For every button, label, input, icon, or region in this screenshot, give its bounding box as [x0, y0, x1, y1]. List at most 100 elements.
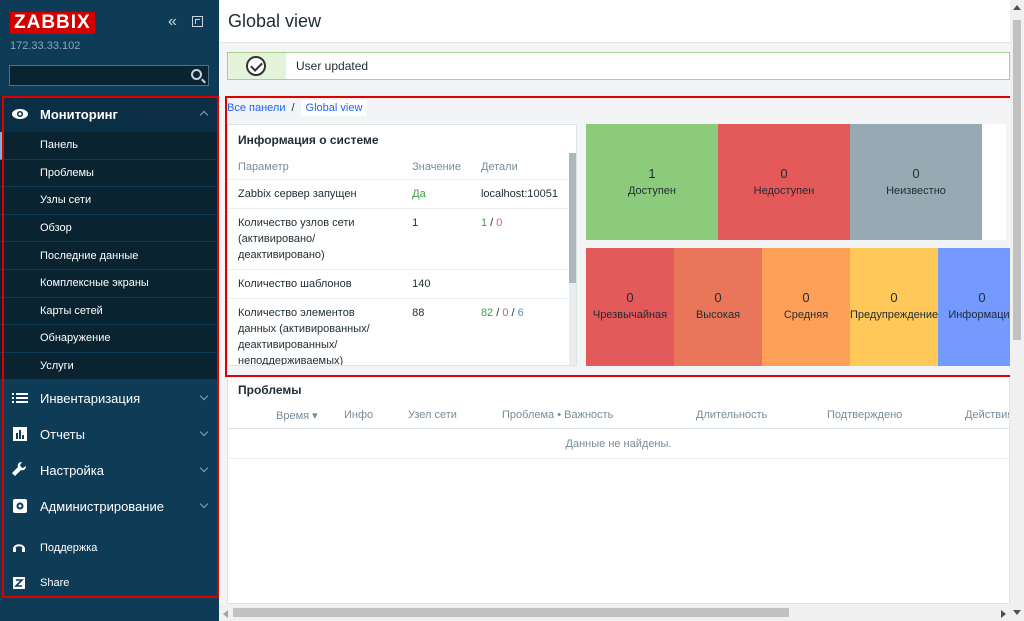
- scroll-left-icon[interactable]: [223, 610, 228, 618]
- host-status-label: Доступен: [627, 185, 676, 197]
- scroll-right-icon[interactable]: [1001, 610, 1006, 618]
- menu-item-share[interactable]: Share: [0, 565, 219, 600]
- severity-high-tile[interactable]: 0 Высокая: [674, 248, 762, 366]
- message-text: User updated: [286, 53, 1009, 79]
- severity-count: 0: [714, 290, 722, 305]
- table-row: Количество шаблонов 140: [228, 269, 568, 299]
- page-title: Global view: [228, 11, 322, 31]
- host-unknown-tile[interactable]: 0 Неизвестно: [850, 124, 982, 240]
- details-cell: 82 / 0 / 6: [470, 298, 568, 365]
- vertical-scrollbar[interactable]: [1010, 0, 1024, 621]
- column-host[interactable]: Узел сети: [408, 409, 457, 421]
- check-circle-icon: [246, 56, 266, 76]
- menu-section-label: Настройка: [40, 462, 104, 478]
- scroll-up-icon[interactable]: [1013, 5, 1021, 10]
- severity-disaster-tile[interactable]: 0 Чрезвычайная: [586, 248, 674, 366]
- sidebar: ZABBIX « 172.33.33.102 Мониторинг Панель…: [0, 0, 219, 621]
- share-icon: [12, 576, 26, 590]
- support-label: Поддержка: [40, 541, 98, 554]
- share-label: Share: [40, 576, 70, 589]
- zabbix-logo[interactable]: ZABBIX: [10, 12, 95, 34]
- menu-section-label: Инвентаризация: [40, 390, 141, 406]
- severity-average-tile[interactable]: 0 Средняя: [762, 248, 850, 366]
- wrench-icon: [10, 462, 30, 478]
- host-available-tile[interactable]: 1 Доступен: [586, 124, 718, 240]
- severity-label: Высокая: [695, 309, 741, 321]
- column-ack: Подтверждено: [827, 409, 903, 421]
- scrollbar-thumb[interactable]: [233, 608, 789, 617]
- severity-warning-tile[interactable]: 0 Предупреждение: [850, 248, 938, 366]
- eye-icon: [10, 106, 30, 122]
- table-row: Количество узлов сети (активировано/деак…: [228, 208, 568, 270]
- scrollbar-thumb[interactable]: [1013, 20, 1021, 340]
- details-cell: 1 / 0: [470, 208, 568, 270]
- unsupported-count: 6: [517, 307, 524, 319]
- menu-section-reports[interactable]: Отчеты: [0, 416, 219, 452]
- menu-item-screens[interactable]: Комплексные экраны: [0, 270, 219, 298]
- column-actions: Действия: [965, 409, 1010, 421]
- search-icon[interactable]: [191, 69, 202, 80]
- menu-section-inventory[interactable]: Инвентаризация: [0, 380, 219, 416]
- param-cell: Количество элементов данных (активирован…: [228, 298, 403, 365]
- headset-icon: [12, 541, 26, 555]
- menu-item-problems[interactable]: Проблемы: [0, 160, 219, 188]
- scroll-down-icon[interactable]: [1013, 610, 1021, 615]
- column-time[interactable]: Время ▾: [276, 410, 318, 422]
- menu-item-discovery[interactable]: Обнаружение: [0, 325, 219, 353]
- breadcrumb: Все панели / Global view: [227, 100, 368, 116]
- server-ip: 172.33.33.102: [10, 40, 81, 52]
- problems-widget: Проблемы Время ▾ Инфо Узел сети Проблема…: [227, 376, 1010, 604]
- main-content: Global view User updated Все панели / Gl…: [219, 0, 1010, 621]
- disabled-count: 0: [502, 307, 509, 319]
- search-box: [9, 65, 209, 86]
- problems-table-header: Время ▾ Инфо Узел сети Проблема • Важнос…: [228, 403, 1009, 429]
- severity-count: 0: [978, 290, 986, 305]
- search-input[interactable]: [10, 66, 186, 85]
- bar-chart-icon: [10, 426, 30, 442]
- menu-item-services[interactable]: Услуги: [0, 353, 219, 381]
- chevron-up-icon: [199, 110, 209, 120]
- host-status-label: Неизвестно: [886, 185, 946, 197]
- table-row: Zabbix сервер запущен Да localhost:10051: [228, 179, 568, 209]
- menu-section-administration[interactable]: Администрирование: [0, 488, 219, 524]
- host-availability-widget: 1 Доступен 0 Недоступен 0 Неизвестно: [586, 124, 1006, 240]
- host-count: 1: [648, 166, 656, 181]
- enabled-count: 1: [480, 217, 488, 229]
- breadcrumb-separator: /: [291, 102, 295, 114]
- menu-item-overview[interactable]: Обзор: [0, 215, 219, 243]
- column-header: Параметр: [238, 161, 289, 173]
- severity-label: Предупреждение: [850, 309, 938, 321]
- table-row: Количество элементов данных (активирован…: [228, 298, 568, 365]
- horizontal-scrollbar[interactable]: [219, 605, 1010, 621]
- column-header: Значение: [412, 161, 461, 173]
- no-data-message: Данные не найдены.: [228, 429, 1009, 459]
- disabled-count: 0: [496, 217, 503, 229]
- menu-section-monitoring[interactable]: Мониторинг: [0, 96, 219, 132]
- scrollbar-thumb[interactable]: [569, 153, 576, 283]
- param-cell: Количество узлов сети (активировано/деак…: [228, 208, 403, 270]
- menu-item-maps[interactable]: Карты сетей: [0, 298, 219, 326]
- breadcrumb-all-dashboards[interactable]: Все панели: [227, 102, 286, 114]
- menu-item-support[interactable]: Поддержка: [0, 530, 219, 565]
- kiosk-mode-icon[interactable]: [192, 16, 203, 27]
- column-problem-severity[interactable]: Проблема • Важность: [502, 409, 614, 421]
- breadcrumb-current[interactable]: Global view: [300, 100, 368, 116]
- menu-item-hosts[interactable]: Узлы сети: [0, 187, 219, 215]
- widget-scrollbar[interactable]: [569, 153, 576, 365]
- menu-section-label: Мониторинг: [40, 106, 118, 122]
- menu-item-latest-data[interactable]: Последние данные: [0, 242, 219, 270]
- menu-section-configuration[interactable]: Настройка: [0, 452, 219, 488]
- value-cell: 140: [402, 269, 471, 299]
- chevron-down-icon: [199, 500, 209, 509]
- host-count: 0: [780, 166, 788, 181]
- host-unavailable-tile[interactable]: 0 Недоступен: [718, 124, 850, 240]
- severity-label: Средняя: [783, 309, 829, 321]
- details-cell: [470, 269, 568, 299]
- severity-information-tile[interactable]: 0 Информация: [938, 248, 1010, 366]
- collapse-sidebar-icon[interactable]: «: [168, 13, 177, 30]
- chevron-down-icon: [199, 428, 209, 437]
- menu-item-dashboard[interactable]: Панель: [0, 132, 219, 160]
- column-info: Инфо: [344, 409, 374, 421]
- chevron-down-icon: [199, 464, 209, 473]
- system-info-widget: Информация о системе Параметр Значение Д…: [227, 124, 577, 366]
